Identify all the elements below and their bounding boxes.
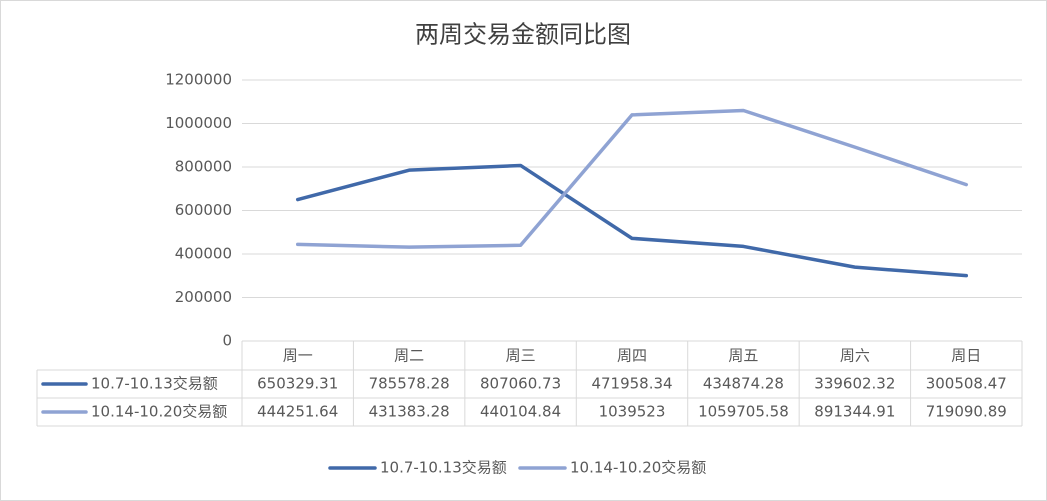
- legend-label: 10.7-10.13交易额: [380, 459, 507, 477]
- x-tick-label: 周一: [283, 347, 313, 365]
- table-cell: 339602.32: [814, 375, 895, 393]
- table-cell: 434874.28: [703, 375, 784, 393]
- y-tick-label: 1000000: [165, 114, 232, 132]
- y-tick-label: 1200000: [165, 71, 232, 89]
- table-cell: 444251.64: [257, 403, 338, 421]
- table-cell: 1059705.58: [698, 403, 789, 421]
- x-tick-label: 周三: [506, 347, 536, 365]
- table-series-name: 10.7-10.13交易额: [91, 375, 218, 393]
- chart-title: 两周交易金额同比图: [415, 21, 631, 49]
- x-tick-label: 周日: [951, 347, 981, 365]
- table-cell: 471958.34: [591, 375, 672, 393]
- series-line: [295, 163, 969, 278]
- table-cell: 1039523: [599, 403, 666, 421]
- x-tick-label: 周五: [728, 347, 758, 365]
- table-cell: 891344.91: [814, 403, 895, 421]
- table-cell: 440104.84: [480, 403, 561, 421]
- legend-label: 10.14-10.20交易额: [570, 459, 706, 477]
- table-cell: 719090.89: [926, 403, 1007, 421]
- table-cell: 300508.47: [926, 375, 1007, 393]
- table-cell: 650329.31: [257, 375, 338, 393]
- y-tick-label: 400000: [175, 245, 232, 263]
- y-tick-label: 600000: [175, 201, 232, 219]
- series-line: [295, 108, 969, 249]
- y-tick-label: 800000: [175, 158, 232, 176]
- table-cell: 431383.28: [369, 403, 450, 421]
- x-tick-label: 周四: [617, 347, 647, 365]
- x-tick-label: 周二: [394, 347, 424, 365]
- y-tick-label: 200000: [175, 288, 232, 306]
- y-tick-label: 0: [222, 332, 232, 350]
- x-tick-label: 周六: [840, 347, 870, 365]
- table-series-name: 10.14-10.20交易额: [91, 403, 227, 421]
- table-cell: 785578.28: [369, 375, 450, 393]
- table-cell: 807060.73: [480, 375, 561, 393]
